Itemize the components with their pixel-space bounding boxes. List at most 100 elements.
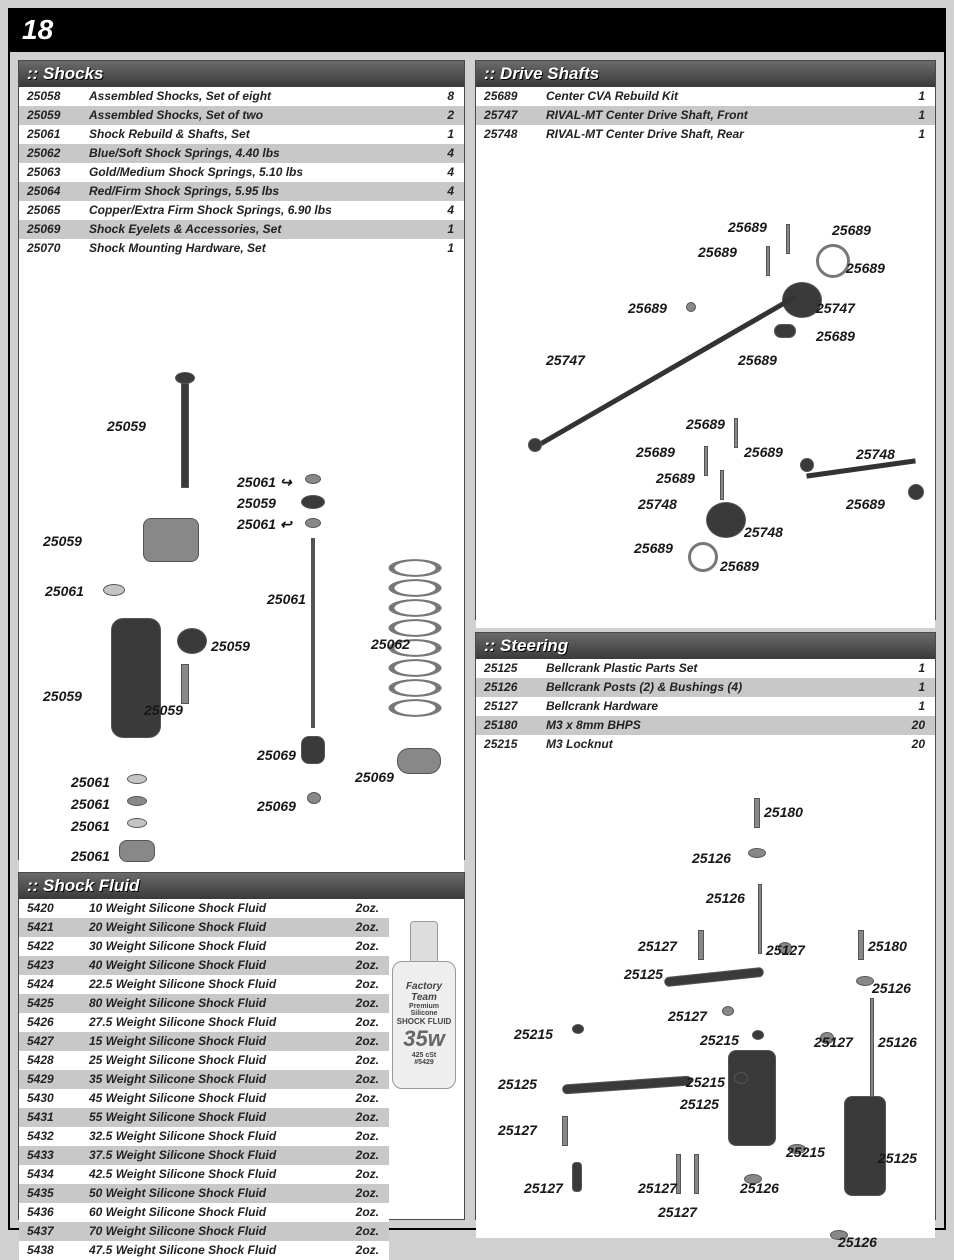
callout-label: 25215 <box>700 1032 739 1048</box>
part-qty: 1 <box>891 125 935 144</box>
bushing-a-icon <box>748 848 766 858</box>
bhps-b-icon <box>858 930 864 960</box>
shaft-end-a-icon <box>528 438 542 452</box>
bottle-line2: SHOCK FLUID <box>396 1017 452 1026</box>
part-qty: 1 <box>891 697 935 716</box>
part-number: 5420 <box>19 899 81 918</box>
part-qty: 2oz. <box>345 1013 389 1032</box>
left-column: :: Shocks 25058Assembled Shocks, Set of … <box>18 60 465 1220</box>
table-row: 25069Shock Eyelets & Accessories, Set1 <box>19 220 464 239</box>
clip-a-icon <box>305 474 321 484</box>
drive-shafts-panel: :: Drive Shafts 25689Center CVA Rebuild … <box>475 60 936 620</box>
part-desc: 15 Weight Silicone Shock Fluid <box>81 1032 345 1051</box>
table-row: 25180M3 x 8mm BHPS20 <box>476 716 935 735</box>
part-desc: 37.5 Weight Silicone Shock Fluid <box>81 1146 345 1165</box>
callout-label: 25061 <box>71 796 110 812</box>
pin-a-icon <box>786 224 790 254</box>
callout-label: 25126 <box>692 850 731 866</box>
shock-body-icon <box>111 618 161 738</box>
callout-label: 25689 <box>698 244 737 260</box>
part-qty: 2oz. <box>345 1108 389 1127</box>
callout-label: 25061 <box>71 848 110 864</box>
part-qty: 2oz. <box>345 1070 389 1089</box>
callout-label: 25689 <box>656 470 695 486</box>
table-row: 543847.5 Weight Silicone Shock Fluid2oz. <box>19 1241 389 1260</box>
callout-label: 25127 <box>814 1034 853 1050</box>
table-row: 543660 Weight Silicone Shock Fluid2oz. <box>19 1203 389 1222</box>
part-desc: 35 Weight Silicone Shock Fluid <box>81 1070 345 1089</box>
post-b-icon <box>870 998 874 1108</box>
part-desc: 80 Weight Silicone Shock Fluid <box>81 994 345 1013</box>
bottle-visc: 425 cSt <box>396 1052 452 1059</box>
table-row: 542010 Weight Silicone Shock Fluid2oz. <box>19 899 389 918</box>
bolt-head-icon <box>175 372 195 384</box>
pin-b-icon <box>766 246 770 276</box>
part-desc: Shock Rebuild & Shafts, Set <box>81 125 420 144</box>
table-row: 25127Bellcrank Hardware1 <box>476 697 935 716</box>
part-desc: Center CVA Rebuild Kit <box>538 87 891 106</box>
part-number: 5428 <box>19 1051 81 1070</box>
part-desc: 47.5 Weight Silicone Shock Fluid <box>81 1241 345 1260</box>
part-desc: Assembled Shocks, Set of eight <box>81 87 420 106</box>
pin-e-icon <box>720 470 724 500</box>
callout-label: 25126 <box>740 1180 779 1196</box>
part-qty: 20 <box>891 716 935 735</box>
callout-label: 25215 <box>786 1144 825 1160</box>
part-number: 5429 <box>19 1070 81 1089</box>
shock-fluid-bottle-icon: Factory Team Premium Silicone SHOCK FLUI… <box>392 921 456 1089</box>
table-row: 25059Assembled Shocks, Set of two2 <box>19 106 464 125</box>
pivot-ball-icon <box>307 792 321 804</box>
part-number: 25127 <box>476 697 538 716</box>
part-qty: 4 <box>420 144 464 163</box>
table-row: 25065Copper/Extra Firm Shock Springs, 6.… <box>19 201 464 220</box>
callout-label: 25748 <box>744 524 783 540</box>
part-number: 25058 <box>19 87 81 106</box>
ball-a-icon <box>686 302 696 312</box>
callout-label: 25689 <box>846 260 885 276</box>
stud-a-icon <box>572 1162 582 1192</box>
part-desc: Red/Firm Shock Springs, 5.95 lbs <box>81 182 420 201</box>
callout-label: 25689 <box>686 416 725 432</box>
part-number: 5437 <box>19 1222 81 1241</box>
part-desc: Bellcrank Hardware <box>538 697 891 716</box>
part-qty: 2oz. <box>345 1165 389 1184</box>
ball-d-icon <box>722 1006 734 1016</box>
shock-cap-icon <box>143 518 199 562</box>
callout-label: 25180 <box>868 938 907 954</box>
table-row: 25215M3 Locknut20 <box>476 735 935 754</box>
callout-label: 25062 <box>371 636 410 652</box>
screw-d-icon <box>694 1154 699 1194</box>
part-qty: 1 <box>420 220 464 239</box>
part-qty: 1 <box>420 125 464 144</box>
part-desc: M3 Locknut <box>538 735 891 754</box>
page-number: 18 <box>10 10 944 52</box>
part-qty: 2oz. <box>345 975 389 994</box>
part-number: 5422 <box>19 937 81 956</box>
steering-diagram: 2518025126251262512725127251802512525126… <box>476 754 935 1238</box>
part-number: 25061 <box>19 125 81 144</box>
part-qty: 1 <box>891 106 935 125</box>
part-number: 5430 <box>19 1089 81 1108</box>
callout-label: 25689 <box>634 540 673 556</box>
callout-label: 25127 <box>658 1204 697 1220</box>
shock-shaft-icon <box>311 538 315 728</box>
part-number: 5431 <box>19 1108 81 1127</box>
part-desc: Gold/Medium Shock Springs, 5.10 lbs <box>81 163 420 182</box>
callout-label: 25069 <box>355 769 394 785</box>
part-desc: Blue/Soft Shock Springs, 4.40 lbs <box>81 144 420 163</box>
part-desc: RIVAL-MT Center Drive Shaft, Front <box>538 106 891 125</box>
part-number: 25070 <box>19 239 81 258</box>
shocks-panel: :: Shocks 25058Assembled Shocks, Set of … <box>18 60 465 860</box>
drive-shafts-diagram: 2568925689256892568925689257472568925747… <box>476 144 935 628</box>
table-row: 542422.5 Weight Silicone Shock Fluid2oz. <box>19 975 389 994</box>
shock-fluid-panel: :: Shock Fluid 542010 Weight Silicone Sh… <box>18 872 465 1220</box>
table-row: 25747RIVAL-MT Center Drive Shaft, Front1 <box>476 106 935 125</box>
part-number: 25748 <box>476 125 538 144</box>
oring-a-icon <box>127 774 147 784</box>
spring-cup-icon <box>397 748 441 774</box>
shock-nut-icon <box>119 840 155 862</box>
part-number: 25125 <box>476 659 538 678</box>
part-number: 25065 <box>19 201 81 220</box>
content-columns: :: Shocks 25058Assembled Shocks, Set of … <box>10 52 944 1228</box>
part-desc: Bellcrank Posts (2) & Bushings (4) <box>538 678 891 697</box>
